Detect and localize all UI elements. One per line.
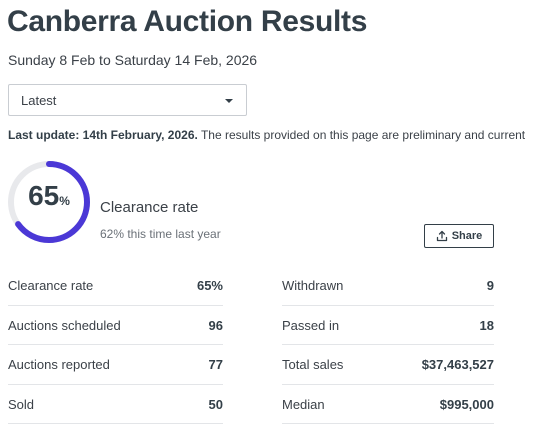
stat-value: 18 [479, 317, 494, 333]
last-year-comparison: 62% this time last year [100, 227, 221, 241]
clearance-value: 65 [28, 180, 60, 211]
stat-row: Total sales $37,463,527 [282, 345, 494, 385]
share-upload-icon [436, 230, 447, 242]
stats-table-left: Clearance rate 65% Auctions scheduled 96… [8, 266, 223, 424]
update-notice: Last update: 14th February, 2026. The re… [8, 128, 554, 142]
share-button[interactable]: Share [424, 224, 494, 248]
stats-table-right: Withdrawn 9 Passed in 18 Total sales $37… [282, 266, 494, 424]
stat-label: Median [282, 396, 325, 412]
update-notice-text: The results provided on this page are pr… [200, 128, 526, 142]
update-notice-label: Last update: 14th February, 2026. [8, 128, 198, 142]
stat-row: Withdrawn 9 [282, 266, 494, 306]
stat-value: 50 [208, 396, 223, 412]
stat-label: Auctions scheduled [8, 317, 121, 333]
clearance-rate-label: Clearance rate [100, 199, 199, 216]
share-label: Share [451, 230, 483, 242]
stat-value: 77 [208, 357, 223, 372]
stat-row: Median $995,000 [282, 385, 494, 424]
clearance-percentage: 65% [7, 180, 91, 212]
stat-value: 9 [486, 278, 494, 293]
stat-row: Auctions scheduled 96 [8, 306, 223, 345]
page-title: Canberra Auction Results [7, 5, 368, 38]
stat-label: Clearance rate [8, 278, 94, 293]
stat-row: Auctions reported 77 [8, 345, 223, 385]
stat-value: $37,463,527 [421, 357, 494, 372]
clearance-gauge [8, 161, 90, 243]
stat-value: 65% [196, 278, 223, 293]
stat-row: Clearance rate 65% [8, 266, 223, 306]
date-range: Sunday 8 Feb to Saturday 14 Feb, 2026 [8, 52, 258, 68]
stat-value: 96 [208, 317, 223, 333]
percent-symbol: % [59, 194, 70, 208]
stat-value: $995,000 [439, 396, 494, 412]
stat-label: Auctions reported [8, 357, 110, 372]
gauge-progress [8, 161, 90, 243]
chevron-down-icon [225, 99, 233, 103]
stat-label: Withdrawn [282, 278, 344, 293]
stat-label: Total sales [282, 357, 344, 372]
period-select-value: Latest [21, 93, 57, 108]
stat-row: Passed in 18 [282, 306, 494, 345]
period-select[interactable]: Latest [8, 84, 247, 116]
stat-label: Passed in [282, 317, 340, 333]
stat-label: Sold [8, 396, 35, 412]
stat-row: Sold 50 [8, 385, 223, 424]
